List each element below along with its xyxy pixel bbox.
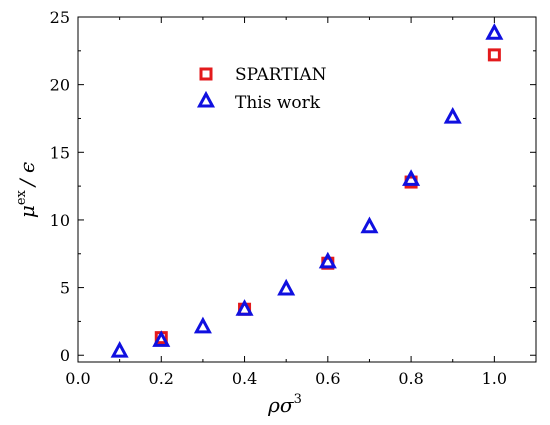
this-work-point bbox=[443, 106, 462, 124]
y-axis-label-main: μ bbox=[15, 205, 39, 218]
this-work-point bbox=[360, 216, 379, 234]
y-tick-label: 10 bbox=[50, 211, 70, 230]
legend: SPARTIAN This work bbox=[196, 65, 327, 113]
legend-label-spartian: SPARTIAN bbox=[235, 65, 327, 85]
this-work-point bbox=[235, 299, 254, 316]
y-tick-label: 5 bbox=[60, 279, 70, 298]
y-tick-label: 25 bbox=[50, 8, 70, 27]
x-tick-label: 0.0 bbox=[65, 369, 90, 388]
x-tick-label: 1.0 bbox=[482, 369, 507, 388]
this-work-point bbox=[193, 316, 212, 334]
data-markers bbox=[110, 23, 504, 358]
legend-marker-spartian bbox=[199, 67, 213, 81]
axis-tick-labels: 0.0 0.2 0.4 0.6 0.8 1.0 0 5 10 15 20 25 bbox=[50, 8, 507, 388]
x-tick-label: 0.6 bbox=[315, 369, 340, 388]
x-tick-label: 0.4 bbox=[232, 369, 257, 388]
y-tick-label: 15 bbox=[50, 143, 70, 162]
this-work-point bbox=[402, 169, 421, 186]
y-tick-label: 0 bbox=[60, 346, 70, 365]
this-work-point bbox=[485, 23, 504, 40]
legend-marker-this-work bbox=[196, 90, 216, 108]
y-axis-label-sup: ex bbox=[14, 189, 29, 205]
y-axis-label: μex/ ϵ bbox=[14, 162, 39, 218]
x-tick-label: 0.8 bbox=[398, 369, 423, 388]
y-axis-label-tail: / ϵ bbox=[15, 162, 39, 188]
this-work-point bbox=[277, 278, 296, 296]
x-tick-label: 0.2 bbox=[149, 369, 174, 388]
plot-frame bbox=[77, 16, 537, 363]
this-work-point bbox=[318, 251, 337, 269]
x-axis-label-sup: 3 bbox=[294, 392, 302, 407]
spartian-point bbox=[487, 48, 501, 62]
axis-ticks bbox=[77, 16, 537, 362]
y-tick-label: 20 bbox=[50, 76, 70, 95]
x-axis-label: ρσ3 bbox=[267, 392, 302, 417]
this-work-point bbox=[110, 341, 129, 358]
x-axis-label-main: ρσ bbox=[267, 393, 295, 417]
legend-label-this-work: This work bbox=[235, 93, 321, 113]
this-work-point bbox=[152, 330, 171, 347]
